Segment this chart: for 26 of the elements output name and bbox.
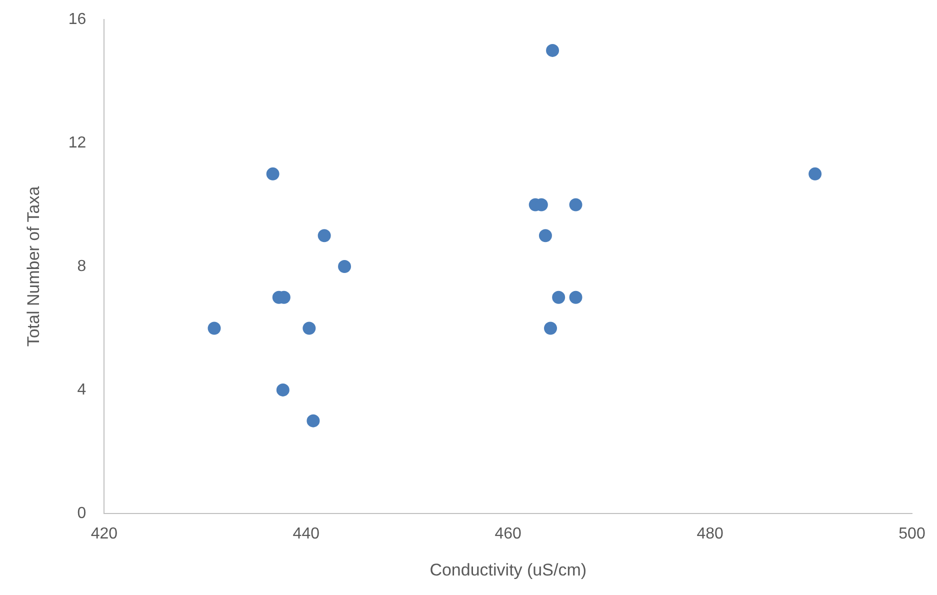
x-tick-label: 460: [494, 525, 522, 542]
point: [538, 229, 552, 242]
point: [569, 290, 582, 304]
point: [302, 322, 316, 335]
point: [306, 414, 320, 428]
point: [266, 167, 280, 180]
point: [544, 322, 558, 335]
y-tick-label: 0: [77, 504, 86, 522]
point: [276, 383, 290, 396]
x-tick-label: 440: [292, 525, 320, 542]
y-tick-label: 8: [77, 258, 86, 275]
point: [569, 198, 582, 212]
x-tick-label: 480: [696, 525, 724, 542]
point: [318, 229, 331, 242]
point: [808, 167, 822, 180]
y-axis-title: Total Number of Taxa: [24, 186, 43, 347]
y-tick-label: 12: [68, 134, 86, 152]
y-tick-label: 16: [68, 11, 86, 28]
x-tick-label: 500: [898, 525, 926, 542]
y-tick-label: 4: [77, 381, 86, 398]
point: [338, 260, 352, 273]
point: [546, 44, 560, 57]
point: [552, 290, 566, 304]
x-axis-title: Conductivity (uS/cm): [430, 560, 587, 580]
point: [208, 322, 221, 335]
x-tick-label: 420: [90, 525, 118, 542]
